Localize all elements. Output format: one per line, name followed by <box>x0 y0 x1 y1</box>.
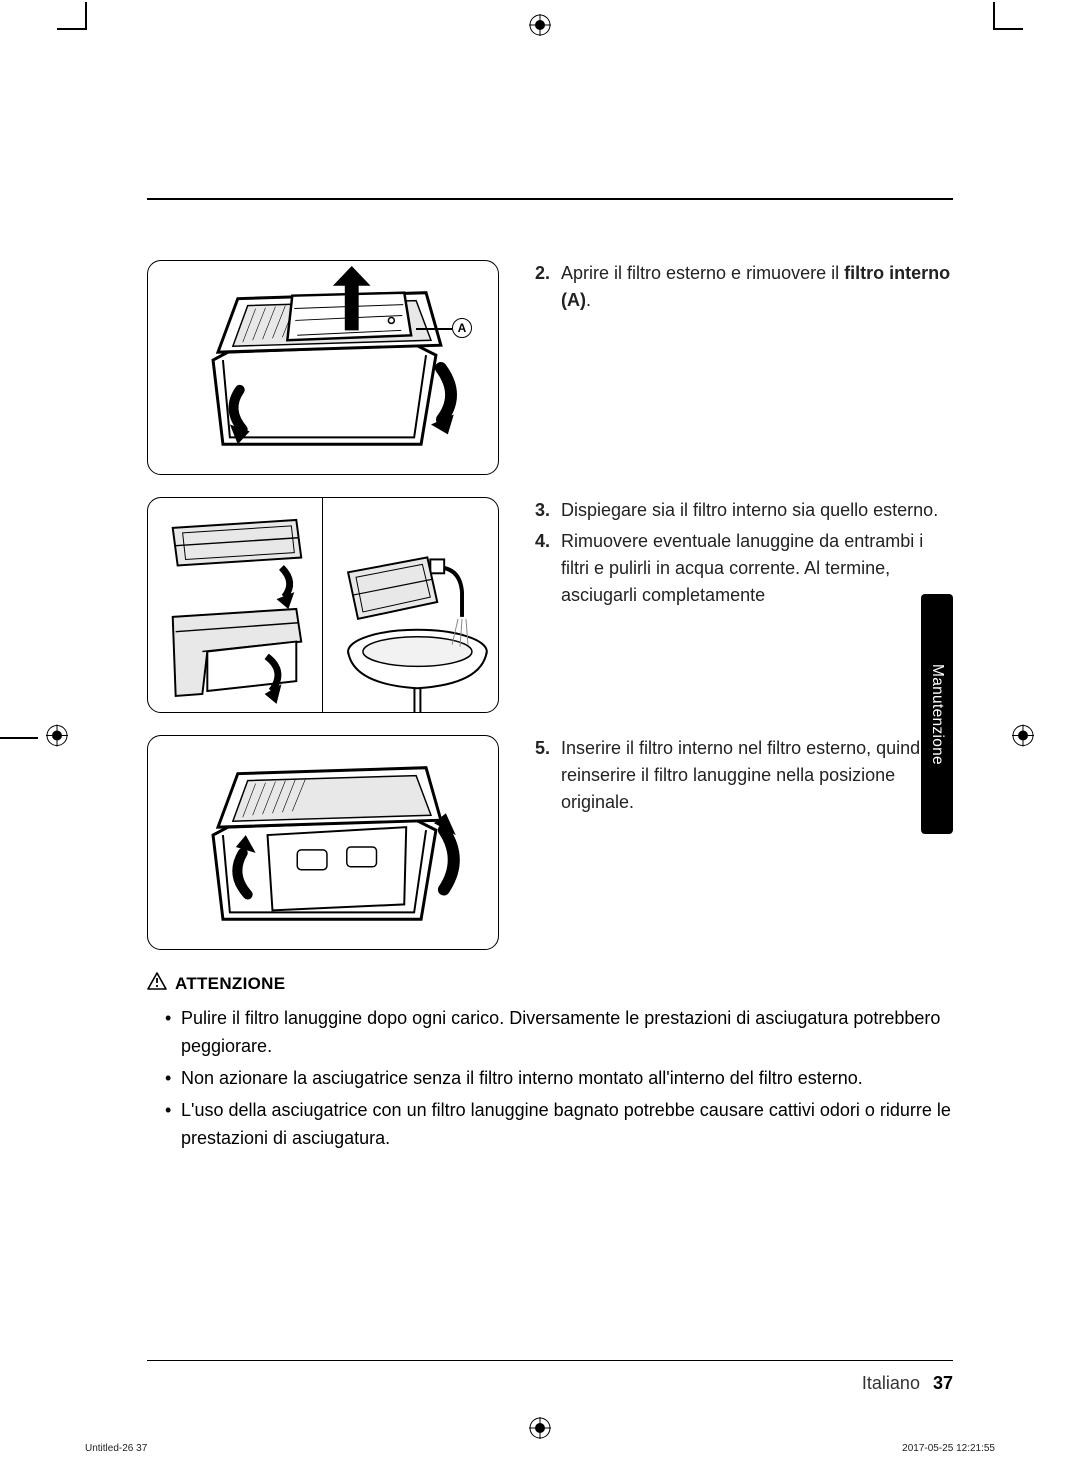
attention-list: Pulire il filtro lanuggine dopo ogni car… <box>147 1005 953 1152</box>
attention-label: ATTENZIONE <box>175 974 285 994</box>
attention-header: ATTENZIONE <box>147 972 953 995</box>
step-body: Aprire il filtro esterno e rimuovere il … <box>561 260 953 314</box>
step-text: 3. Dispiegare sia il filtro interno sia … <box>499 497 953 613</box>
step-number: 3. <box>535 497 553 524</box>
crop-mark <box>0 737 38 739</box>
footer-language: Italiano <box>862 1373 920 1393</box>
step-body: Dispiegare sia il filtro interno sia que… <box>561 497 953 524</box>
registration-mark-icon <box>46 725 68 752</box>
warning-icon <box>147 972 167 995</box>
step-row: 3. Dispiegare sia il filtro interno sia … <box>147 497 953 713</box>
attention-item: L'uso della asciugatrice con un filtro l… <box>165 1097 953 1153</box>
print-footer-right: 2017-05-25 12:21:55 <box>902 1443 995 1454</box>
step-row: 5. Inserire il filtro interno nel filtro… <box>147 735 953 950</box>
figure-unfold-illustration <box>148 498 323 712</box>
footer-page-number: 37 <box>933 1373 953 1393</box>
figure-step-3-4 <box>147 497 499 713</box>
print-footer-left: Untitled-26 37 <box>85 1443 147 1454</box>
figure-step-2: A <box>147 260 499 475</box>
attention-section: ATTENZIONE Pulire il filtro lanuggine do… <box>147 972 953 1152</box>
figure-rinse-illustration <box>323 498 498 712</box>
figure-label-a: A <box>452 318 472 338</box>
step-body: Inserire il filtro interno nel filtro es… <box>561 735 953 816</box>
crop-mark <box>995 28 1023 30</box>
step-body: Rimuovere eventuale lanuggine da entramb… <box>561 528 953 609</box>
content-area: A 2. Aprire il filtro esterno e rimuover… <box>147 260 953 1156</box>
registration-mark-icon <box>1012 725 1034 752</box>
section-tab-label: Manutenzione <box>928 664 946 765</box>
step-text: 2. Aprire il filtro esterno e rimuovere … <box>499 260 953 318</box>
figure-step-5 <box>147 735 499 950</box>
filter-insert-illustration <box>148 736 498 949</box>
page-container: A 2. Aprire il filtro esterno e rimuover… <box>87 20 993 1456</box>
header-divider <box>147 198 953 200</box>
label-leader-line <box>416 328 452 330</box>
page-footer: Italiano 37 <box>147 1360 953 1394</box>
step-number: 2. <box>535 260 553 314</box>
step-text: 5. Inserire il filtro interno nel filtro… <box>499 735 953 820</box>
crop-mark <box>57 28 85 30</box>
filter-open-illustration <box>148 261 498 474</box>
step-number: 5. <box>535 735 553 816</box>
attention-item: Non azionare la asciugatrice senza il fi… <box>165 1065 953 1093</box>
attention-item: Pulire il filtro lanuggine dopo ogni car… <box>165 1005 953 1061</box>
step-row: A 2. Aprire il filtro esterno e rimuover… <box>147 260 953 475</box>
step-number: 4. <box>535 528 553 609</box>
section-tab: Manutenzione <box>921 594 953 834</box>
print-footer: Untitled-26 37 2017-05-25 12:21:55 <box>85 1443 995 1454</box>
